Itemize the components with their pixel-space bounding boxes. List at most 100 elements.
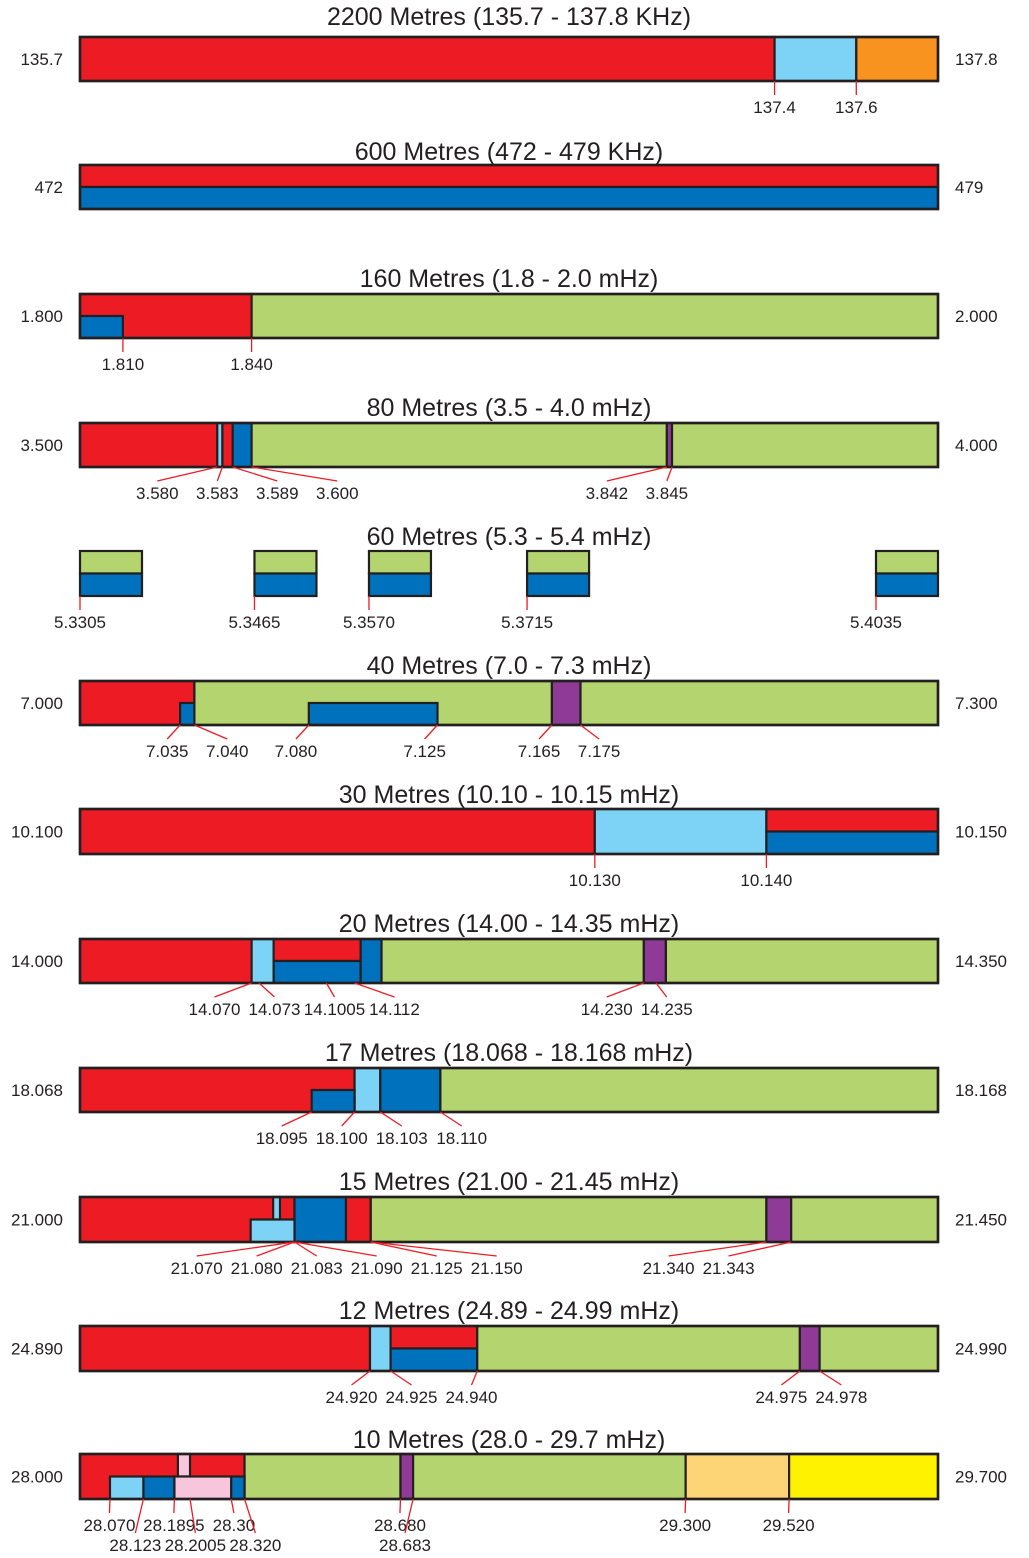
tick-label: 14.235 (641, 1000, 693, 1019)
tick-label: 3.580 (136, 484, 179, 503)
tick-label: 5.3570 (343, 613, 395, 632)
band-segment-lightblue (773, 35, 858, 83)
tick-label: 5.3305 (54, 613, 106, 632)
band-4: 60 Metres (5.3 - 5.4 mHz) 5.3305 5.3465 5.3… (54, 523, 940, 632)
tick-line (108, 1498, 111, 1514)
tick-label: 21.070 (171, 1259, 223, 1278)
band-segment-red (78, 1324, 372, 1373)
tick-line (379, 1111, 403, 1127)
band-segment-red (272, 937, 362, 963)
band-segment-green (670, 421, 940, 469)
band-segment-blue (310, 1088, 356, 1114)
band-start-label: 24.890 (11, 1340, 63, 1359)
band-segment-orange (855, 35, 940, 83)
band-segment-green (369, 1195, 768, 1244)
tick-line (243, 1498, 256, 1534)
band-title: 40 Metres (7.0 - 7.3 mHz) (367, 652, 652, 680)
tick-line (668, 1241, 767, 1257)
tick-label: 1.810 (102, 355, 145, 374)
band-segment-blue (142, 1475, 176, 1501)
tick-label: 7.125 (403, 742, 446, 761)
band-title: 80 Metres (3.5 - 4.0 mHz) (367, 394, 652, 422)
tick-label: 7.080 (275, 742, 318, 761)
band-start-label: 10.100 (11, 823, 63, 842)
channel-block: 5.3465 (228, 549, 318, 632)
band-outline (78, 421, 940, 469)
tick-line (370, 1241, 437, 1257)
band-segment-purple (798, 1324, 821, 1373)
tick-line (196, 1241, 295, 1257)
tick-line (370, 1241, 497, 1257)
band-start-label: 3.500 (20, 436, 63, 455)
band-segment-blue (78, 314, 125, 340)
band-start-label: 7.000 (20, 694, 63, 713)
band-segment-red (78, 937, 253, 985)
band-title: 10 Metres (28.0 - 29.7 mHz) (353, 1426, 666, 1454)
tick-label: 28.30 (213, 1516, 256, 1535)
tick-label: 28.683 (379, 1536, 431, 1555)
channel-block: 5.3305 (54, 549, 144, 632)
band-segment-green (243, 1452, 402, 1501)
channel-bottom-segment (367, 572, 433, 598)
band-end-label: 4.000 (955, 436, 998, 455)
band-outline (78, 937, 940, 985)
tick-line (390, 1370, 412, 1386)
tick-line (684, 1498, 687, 1514)
band-end-label: 14.350 (955, 952, 1007, 971)
tick-label: 24.940 (446, 1388, 498, 1407)
band-segment-blue (272, 959, 362, 985)
band-segment-lightblue (368, 1324, 392, 1373)
band-end-label: 18.168 (955, 1081, 1007, 1100)
band-segment-blue (231, 421, 253, 469)
tick-label: 29.520 (763, 1516, 815, 1535)
band-9: 15 Metres (21.00 - 21.45 mHz) 21.000 21.45… (11, 1168, 1007, 1278)
tick-line (166, 724, 181, 740)
tick-line (780, 1370, 801, 1386)
band-title: 160 Metres (1.8 - 2.0 mHz) (360, 265, 659, 293)
band-title: 2200 Metres (135.7 - 137.8 KHz) (327, 3, 691, 31)
band-title: 17 Metres (18.068 - 18.168 mHz) (325, 1039, 693, 1067)
tick-line (666, 466, 673, 482)
tick-label: 21.150 (471, 1259, 523, 1278)
band-segment-blue (389, 1347, 479, 1373)
band-6: 30 Metres (10.10 - 10.15 mHz) 10.100 10.15… (11, 781, 1007, 890)
tick-label: 18.095 (256, 1129, 308, 1148)
band-title: 15 Metres (21.00 - 21.45 mHz) (339, 1168, 679, 1196)
tick-label: 24.925 (386, 1388, 438, 1407)
band-outline (78, 679, 940, 727)
tick-label: 137.6 (835, 98, 878, 117)
band-11: 10 Metres (28.0 - 29.7 mHz) 28.000 29.700 2… (11, 1426, 1007, 1555)
band-segment-green (579, 679, 940, 727)
band-segment-lightblue (108, 1475, 145, 1501)
channel-block: 5.3715 (501, 549, 591, 632)
tick-label: 5.4035 (850, 613, 902, 632)
tick-line (232, 466, 278, 482)
band-title: 20 Metres (14.00 - 14.35 mHz) (339, 910, 679, 938)
tick-label: 5.3465 (228, 613, 280, 632)
band-segment-blue (379, 1066, 442, 1114)
tick-label: 21.343 (703, 1259, 755, 1278)
band-start-label: 135.7 (20, 50, 63, 69)
band-segment-red (344, 1195, 372, 1244)
tick-label: 14.112 (369, 1000, 420, 1019)
band-segment-red (78, 679, 196, 727)
band-title: 60 Metres (5.3 - 5.4 mHz) (367, 523, 652, 551)
band-segment-purple (765, 1195, 793, 1244)
tick-label: 18.100 (316, 1129, 368, 1148)
tick-line (341, 1111, 356, 1127)
tick-label: 24.975 (755, 1388, 807, 1407)
band-end-label: 137.8 (955, 50, 998, 69)
band-end-label: 479 (955, 178, 983, 197)
tick-label: 21.083 (291, 1259, 343, 1278)
band-outline (78, 807, 940, 856)
band-segment-blue (765, 830, 940, 856)
tick-line (470, 1370, 478, 1386)
channel-top-segment (253, 549, 318, 575)
tick-line (295, 724, 310, 740)
band-7: 20 Metres (14.00 - 14.35 mHz) 14.000 14.35… (11, 910, 1007, 1019)
band-segment-blue (179, 701, 196, 727)
tick-line (294, 1241, 318, 1257)
tick-line (194, 724, 228, 740)
tick-line (404, 1498, 414, 1534)
tick-label: 7.040 (206, 742, 249, 761)
